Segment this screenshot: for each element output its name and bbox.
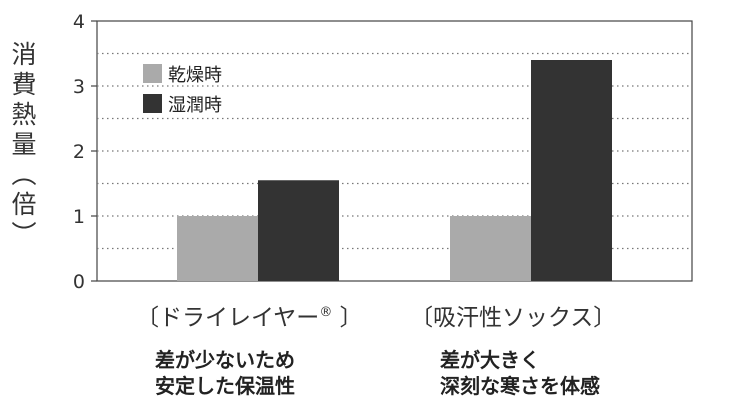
note-line: 安定した保温性 — [155, 374, 295, 398]
category-label-main: 〔吸汗性ソックス〕 — [410, 305, 617, 331]
y-label-char: 熱 — [11, 100, 37, 129]
y-label-char: 費 — [11, 70, 37, 99]
y-label-char: 量 — [11, 130, 37, 159]
bar-wet — [258, 180, 339, 281]
note-line: 差が少ないため — [155, 348, 295, 372]
y-label-char: ︶ — [11, 220, 37, 249]
note-line: 深刻な寒さを体感 — [440, 374, 600, 398]
bar-dry — [177, 216, 258, 281]
bar-dry — [450, 216, 531, 281]
y-label-char: ︵ — [11, 160, 37, 189]
y-ticks: 0 1 2 3 4 — [73, 11, 97, 293]
category-label-close: 〕 — [332, 305, 363, 331]
registered-mark: ® — [319, 305, 333, 320]
bars — [177, 60, 612, 281]
y-tick-label: 2 — [73, 141, 85, 163]
y-tick-label: 4 — [73, 11, 85, 33]
category-label-dry-layer: 〔ドライレイヤー® 〕 — [136, 298, 363, 332]
note-dry-layer: 差が少ないため 安定した保温性 — [155, 347, 295, 399]
category-label-main: 〔ドライレイヤー — [136, 305, 320, 331]
y-label-char: 倍 — [11, 190, 37, 219]
legend-label: 湿潤時 — [168, 95, 222, 116]
legend-swatch — [143, 94, 162, 113]
y-axis-label: 消 費 熱 量 ︵ 倍 ︶ — [4, 40, 44, 250]
note-line: 差が大きく — [440, 348, 540, 372]
category-label-socks: 〔吸汗性ソックス〕 — [410, 298, 616, 332]
y-tick-label: 3 — [73, 76, 85, 98]
legend-label: 乾燥時 — [168, 65, 222, 86]
bar-wet — [531, 60, 612, 281]
y-tick-label: 1 — [73, 206, 85, 228]
note-socks: 差が大きく 深刻な寒さを体感 — [440, 347, 600, 399]
legend-swatch — [143, 64, 162, 83]
y-tick-label: 0 — [73, 271, 85, 293]
y-label-char: 消 — [11, 40, 37, 69]
